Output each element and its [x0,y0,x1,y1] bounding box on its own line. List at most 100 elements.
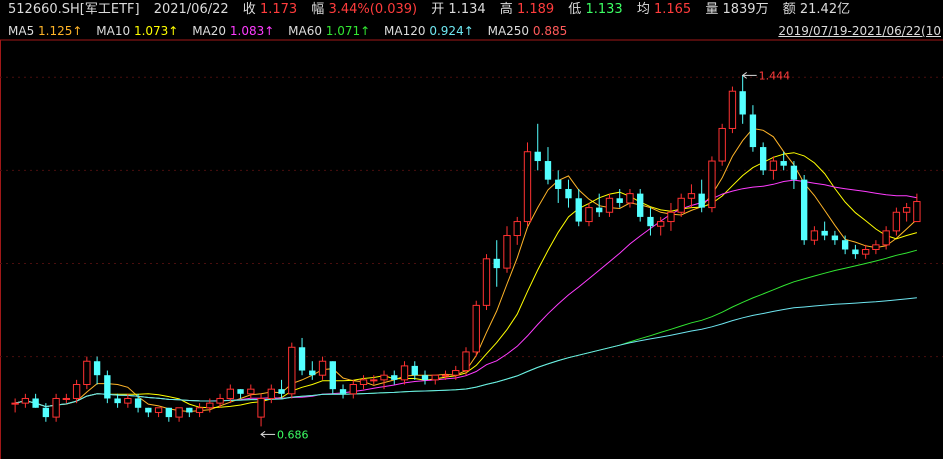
candle-56 [585,202,593,227]
candle-body [657,221,665,227]
candle-21 [226,384,234,404]
candle-14 [154,407,163,418]
candle-body [216,397,224,404]
candle-body [708,160,716,209]
candle-body [288,346,296,395]
close-label: 收 [242,2,256,17]
date-range-label[interactable]: 2019/07/19-2021/06/22(10 [778,24,941,38]
candle-31 [329,361,336,394]
change-value: 3.44%(0.039) [328,2,418,17]
candle-body [42,407,50,418]
candle-61 [637,188,644,222]
candle-55 [575,188,582,227]
candle-48 [503,226,511,273]
avg-value: 1.165 [653,2,692,17]
candle-60 [626,188,634,208]
candle-44 [462,347,470,376]
candle-body [687,193,696,199]
candle-0 [11,398,19,413]
candle-51 [534,123,541,171]
candle-body [892,211,901,232]
ma20-value: 1.083↑ [229,24,275,38]
candle-body [698,193,705,208]
candle-body [318,360,327,376]
candle-body [872,244,880,251]
candle-body [728,90,737,129]
volume-value: 1839万 [722,2,769,17]
candle-body [359,379,368,386]
candle-body [841,240,849,250]
candle-8 [93,356,101,385]
candle-body [145,407,152,413]
candle-81 [841,235,849,255]
candle-29 [309,361,316,380]
candle-72 [749,105,757,152]
ma5-name: MA5 [8,24,35,38]
candle-69 [718,123,726,166]
candle-33 [349,379,357,399]
date-label: 2021/06/22 [153,2,229,17]
ma120-name: MA120 [384,24,426,38]
candle-body [298,347,306,371]
candle-84 [872,240,880,255]
candle-59 [616,188,623,208]
candle-42 [441,370,450,380]
candle-34 [359,375,368,390]
candle-body [616,198,623,203]
candle-12 [134,393,142,413]
candle-65 [677,193,685,217]
candle-body [11,402,19,405]
candle-body [431,374,439,381]
candle-body [391,375,398,380]
candle-body [718,127,726,162]
candle-9 [104,370,111,404]
candle-18 [195,403,204,418]
candle-body [154,407,163,413]
amount-label: 额 [782,2,796,17]
candle-body [759,147,767,171]
candle-body [441,374,450,377]
candle-body [104,375,111,399]
candle-body [52,397,60,418]
candle-body [349,384,357,395]
candle-body [605,197,614,213]
candle-body [626,193,634,204]
candle-body [195,407,204,413]
candle-88 [913,193,921,223]
candle-body [902,207,911,213]
ma60-value: 1.071↑ [325,24,371,38]
candle-body [852,249,859,255]
candle-body [544,161,552,180]
candle-body [472,304,480,353]
ma120-value: 0.924↑ [429,24,474,38]
candle-58 [605,193,614,217]
candle-52 [544,147,552,185]
chart-grid [0,39,943,459]
avg-label: 均 [636,2,650,17]
candle-38 [400,361,409,385]
candle-body [452,370,460,376]
candle-body [493,258,500,269]
low-value: 1.133 [585,2,623,17]
candle-body [32,398,39,408]
ma60-line [14,249,918,408]
candle-body [513,221,521,237]
candle-body [575,198,582,222]
candle-78 [810,226,819,245]
candle-body [339,389,347,394]
candle-43 [452,365,460,380]
candle-1 [21,393,30,408]
candle-body [647,216,654,227]
candle-70 [728,86,737,134]
open-label: 开 [431,2,445,17]
candle-19 [206,398,214,413]
candle-3 [42,403,50,422]
candle-body [309,370,316,376]
candle-80 [831,230,839,245]
candle-23 [247,384,255,399]
candle-body [821,230,828,236]
candle-body [585,207,593,223]
candle-82 [852,244,859,259]
candle-64 [667,202,675,231]
